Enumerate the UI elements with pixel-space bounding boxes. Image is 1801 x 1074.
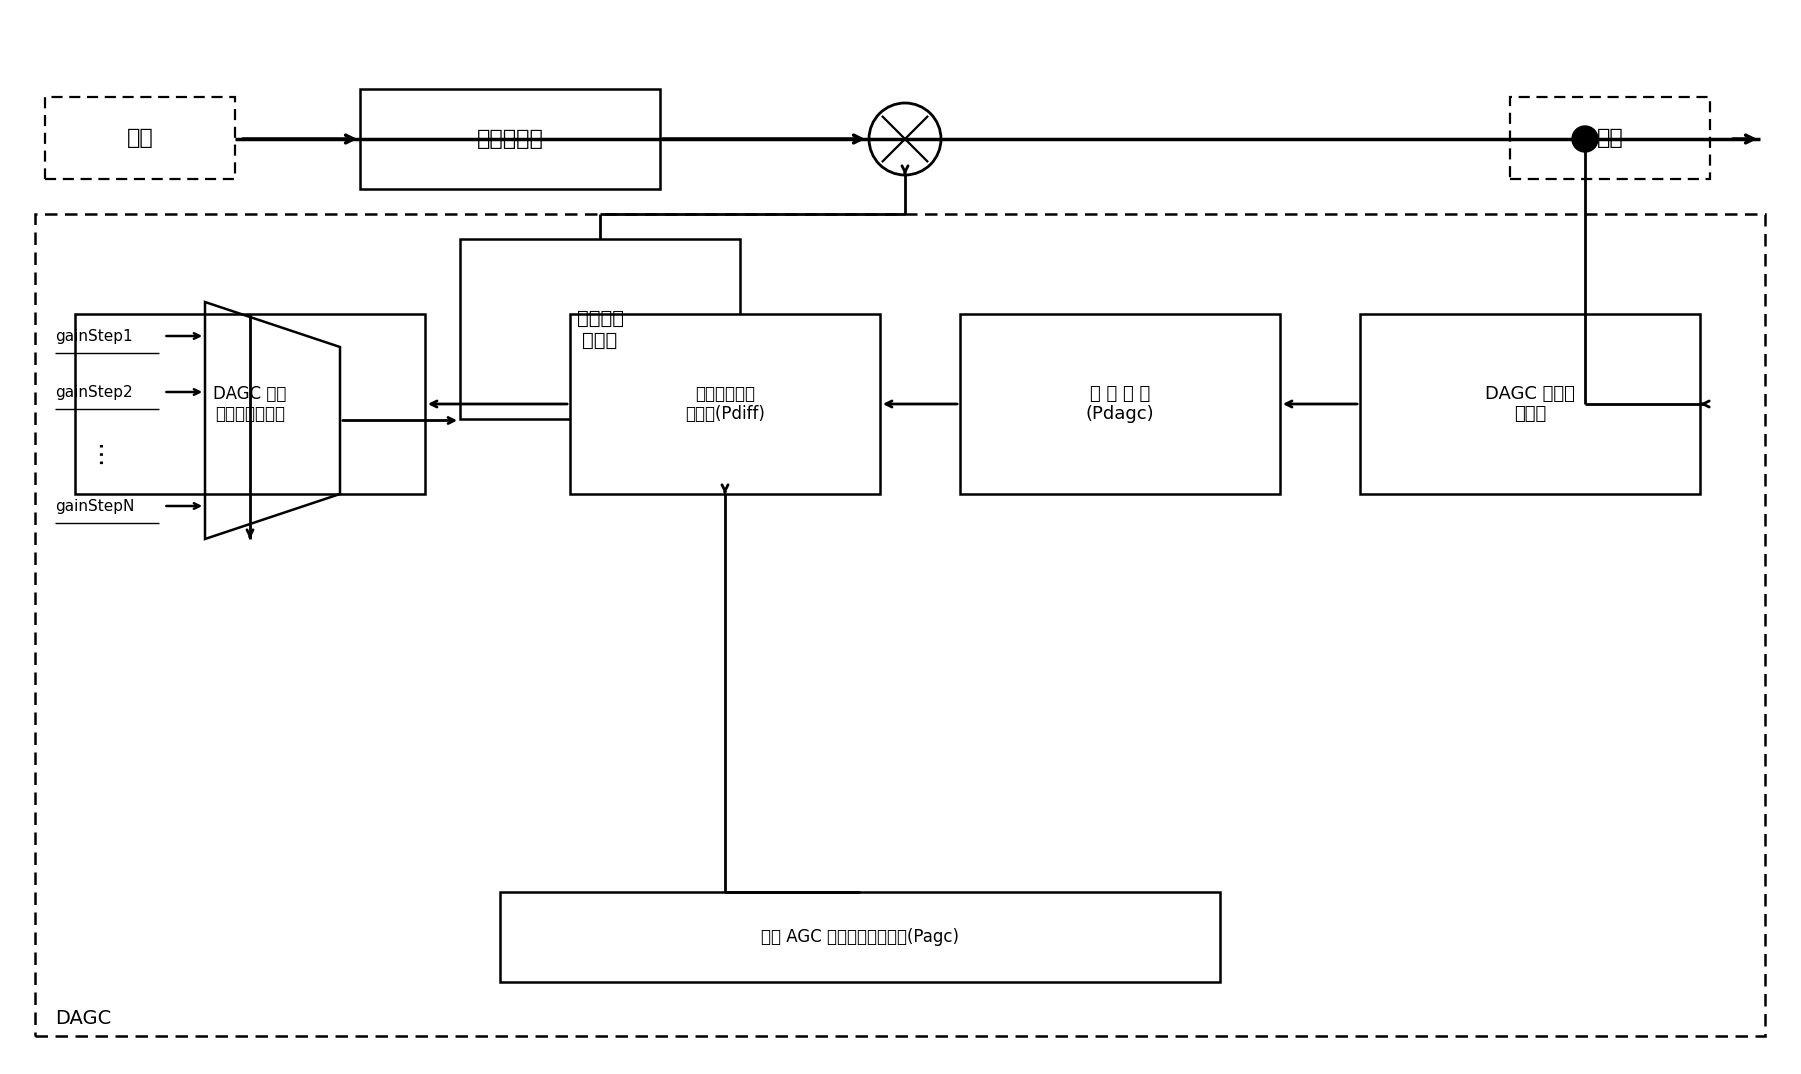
Bar: [45, 97, 234, 179]
Bar: [34, 214, 1765, 1036]
Text: DAGC 增益
调节控制状态机: DAGC 增益 调节控制状态机: [213, 384, 286, 423]
Text: gainStepN: gainStepN: [56, 498, 135, 513]
Text: 输出: 输出: [1597, 128, 1623, 148]
Text: 低通滤波器: 低通滤波器: [477, 129, 544, 149]
Bar: [459, 240, 740, 419]
Circle shape: [1572, 126, 1597, 153]
Text: 射频 AGC 平均功率估计结果(Pagc): 射频 AGC 平均功率估计结果(Pagc): [762, 928, 958, 946]
Bar: [501, 892, 1219, 982]
Text: DAGC 平均功
率估计: DAGC 平均功 率估计: [1486, 384, 1574, 423]
Text: 对 数 变 换
(Pdagc): 对 数 变 换 (Pdagc): [1086, 384, 1154, 423]
Bar: [960, 314, 1281, 494]
Bar: [569, 314, 881, 494]
Text: gainStep1: gainStep1: [56, 329, 133, 344]
Text: ⋯: ⋯: [88, 439, 112, 464]
Text: DAGC: DAGC: [56, 1010, 112, 1029]
Text: 输入: 输入: [126, 128, 153, 148]
Text: 功率估计落差
量计算(Pdiff): 功率估计落差 量计算(Pdiff): [684, 384, 765, 423]
Bar: [1360, 314, 1700, 494]
Text: 增益调整
量计算: 增益调整 量计算: [576, 308, 623, 349]
Bar: [76, 314, 425, 494]
Bar: [360, 89, 659, 189]
Bar: [1509, 97, 1709, 179]
Text: gainStep2: gainStep2: [56, 384, 133, 400]
